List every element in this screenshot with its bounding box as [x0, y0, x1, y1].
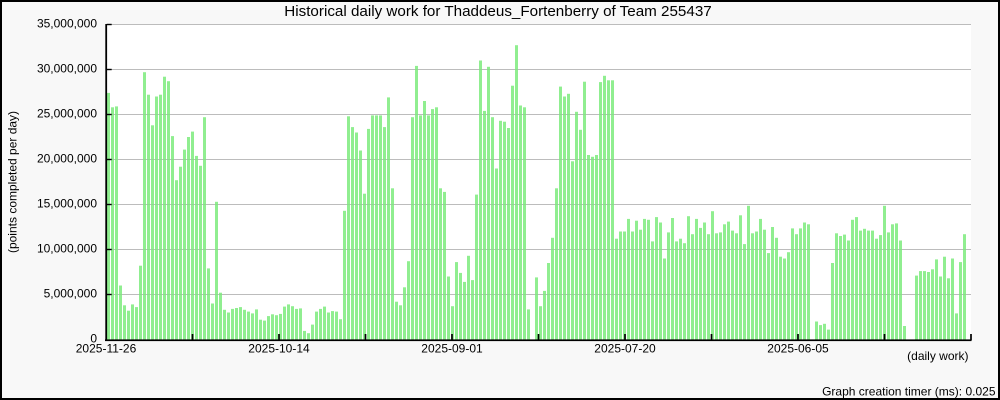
svg-text:10,000,000: 10,000,000: [37, 242, 97, 256]
svg-text:15,000,000: 15,000,000: [37, 197, 97, 211]
svg-text:20,000,000: 20,000,000: [37, 152, 97, 166]
svg-text:(points completed per day): (points completed per day): [6, 111, 20, 253]
svg-text:0: 0: [90, 332, 97, 346]
svg-text:2025-10-14: 2025-10-14: [248, 342, 310, 356]
svg-text:2025-11-26: 2025-11-26: [76, 342, 137, 356]
svg-text:(daily work): (daily work): [907, 349, 968, 363]
svg-text:Graph creation timer (ms): 0.0: Graph creation timer (ms): 0.025: [822, 384, 996, 398]
svg-text:5,000,000: 5,000,000: [44, 287, 98, 301]
svg-text:2025-06-05: 2025-06-05: [767, 342, 829, 356]
svg-text:2025-07-20: 2025-07-20: [594, 342, 656, 356]
svg-text:35,000,000: 35,000,000: [37, 17, 97, 31]
svg-text:2025-09-01: 2025-09-01: [421, 342, 483, 356]
svg-text:30,000,000: 30,000,000: [37, 62, 97, 76]
svg-text:25,000,000: 25,000,000: [37, 107, 97, 121]
svg-text:Historical daily work for Thad: Historical daily work for Thaddeus_Forte…: [284, 3, 711, 20]
